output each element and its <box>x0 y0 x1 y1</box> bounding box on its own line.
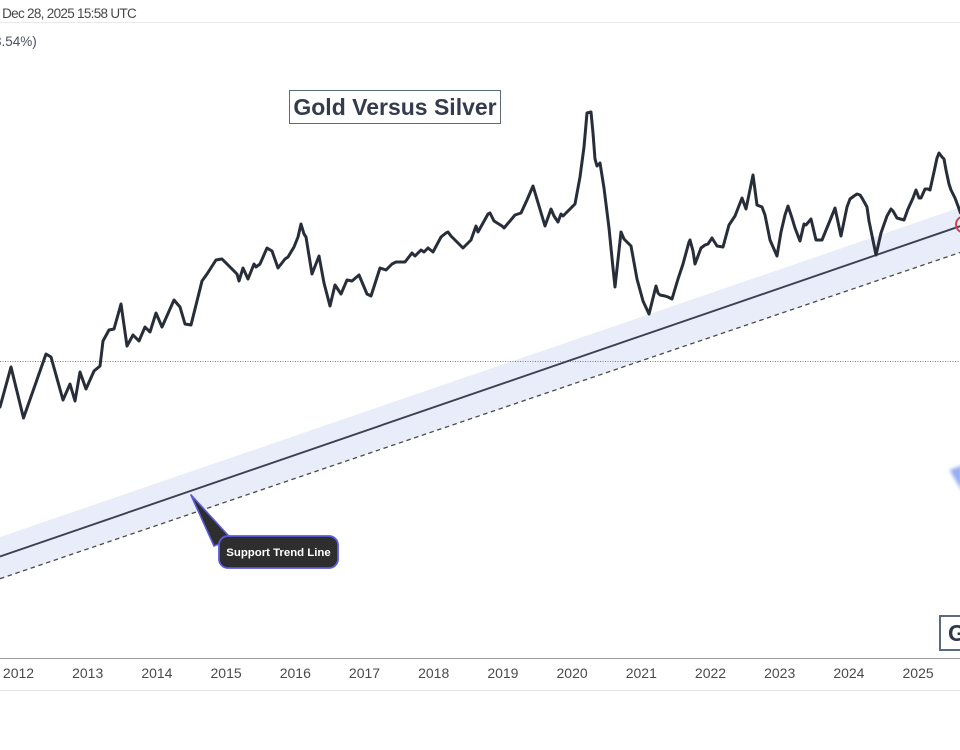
svg-text:Support Trend Line: Support Trend Line <box>226 547 330 559</box>
